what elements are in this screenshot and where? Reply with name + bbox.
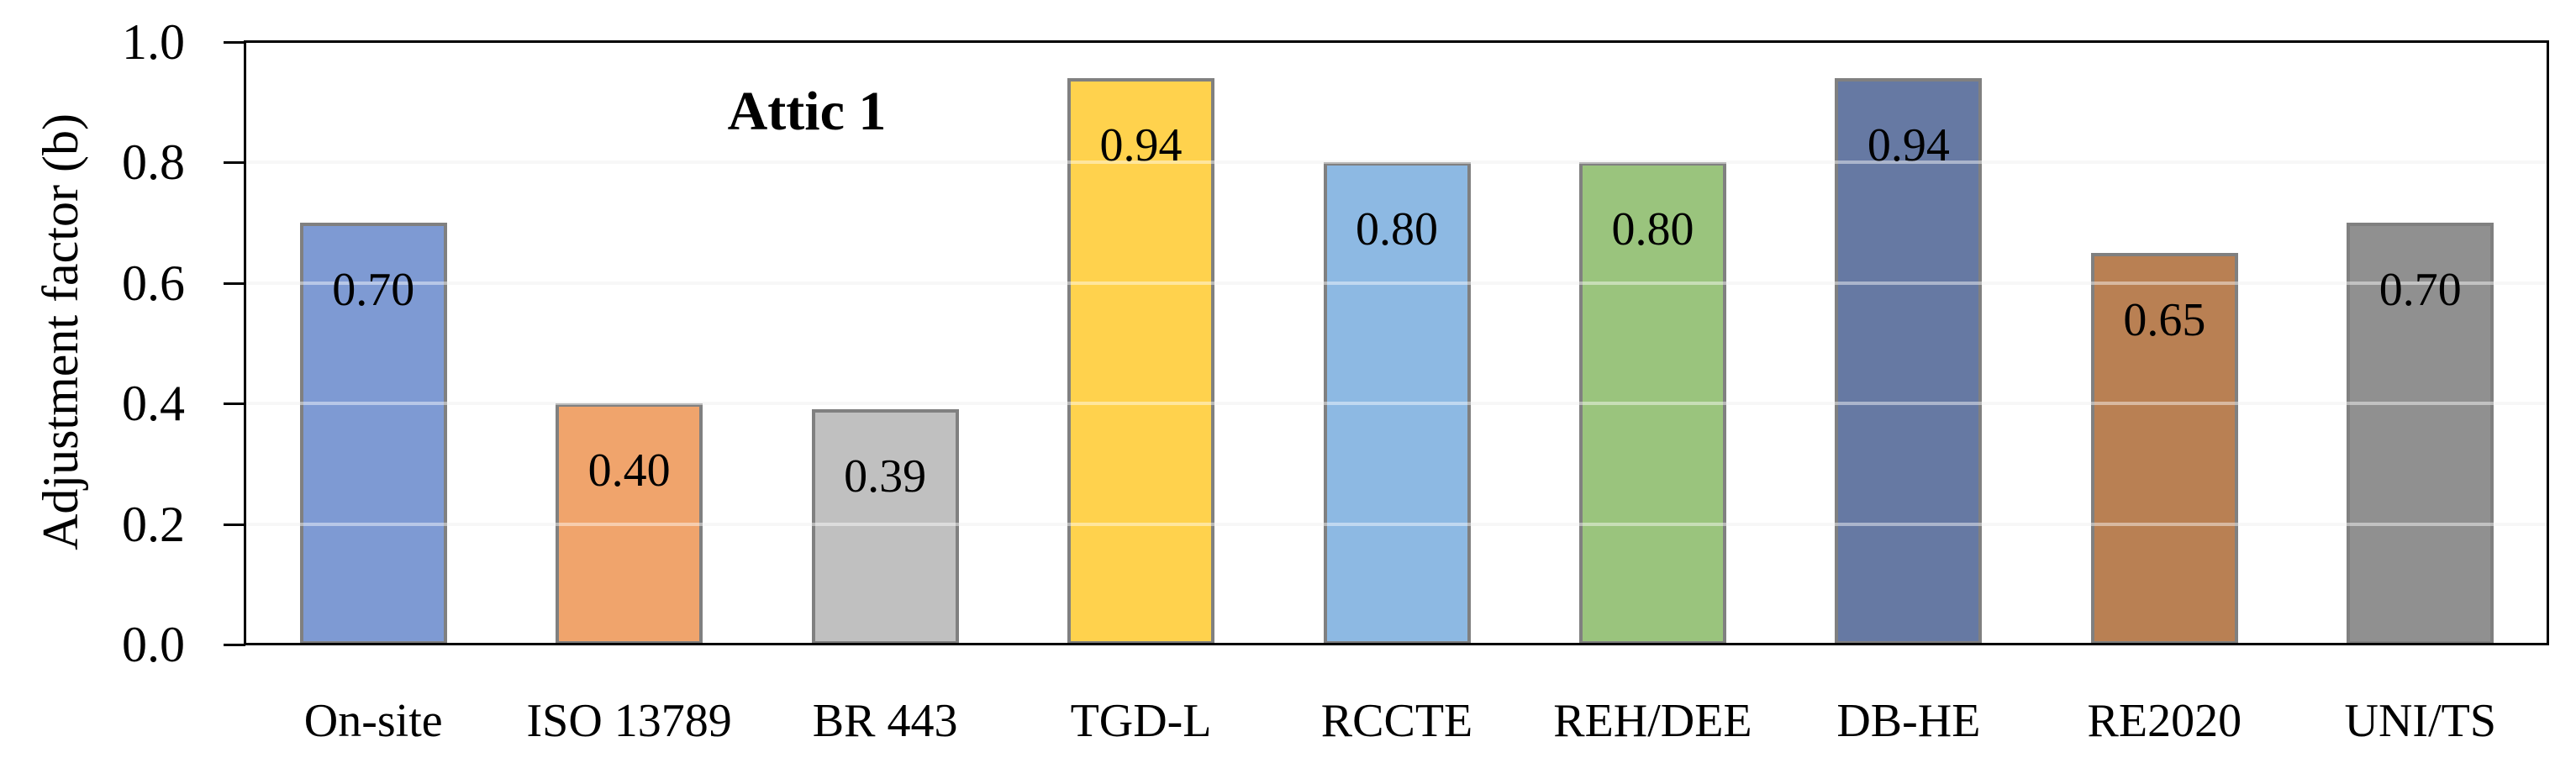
bar-value-label: 0.39: [844, 450, 927, 503]
bar: [1323, 162, 1471, 645]
y-axis-title: Adjustment factor (b): [33, 113, 88, 550]
bar-value-label: 0.94: [1099, 119, 1183, 172]
y-axis-tick: [224, 41, 245, 44]
bar-value-label: 0.80: [1356, 203, 1438, 256]
category-label: UNI/TS: [2344, 695, 2496, 747]
category-label: BR 443: [812, 695, 958, 747]
bar: [2347, 223, 2494, 645]
bar: [1578, 162, 1726, 645]
bar-value-label: 0.70: [2378, 264, 2462, 317]
category-label: REH/DEE: [1553, 695, 1752, 747]
category-label: ISO 13789: [526, 695, 732, 747]
bar: [1835, 78, 1983, 645]
bar: [1067, 78, 1215, 645]
category-label: TGD-L: [1070, 695, 1212, 747]
bar-value-label: 0.65: [2123, 293, 2206, 346]
category-label: RCCTE: [1320, 695, 1473, 747]
gridline-overlay: [245, 402, 2548, 406]
bar-value-label: 0.80: [1611, 203, 1694, 256]
category-label: RE2020: [2087, 695, 2242, 747]
category-label: DB-HE: [1836, 695, 1981, 747]
gridline-overlay: [245, 522, 2548, 526]
chart-annotation: Attic 1: [727, 81, 887, 142]
bar-value-label: 0.70: [332, 264, 415, 317]
y-tick-label: 1.0: [122, 14, 185, 70]
y-tick-label: 0.6: [122, 255, 185, 311]
bar-value-label: 0.40: [587, 445, 671, 497]
y-tick-label: 0.8: [122, 134, 185, 191]
bar-value-label: 0.94: [1867, 119, 1950, 172]
y-axis-tick: [224, 282, 245, 285]
y-axis-tick: [224, 403, 245, 406]
bar: [2090, 252, 2238, 645]
y-axis-tick: [224, 523, 245, 526]
y-axis-tick: [224, 161, 245, 165]
bar: [556, 403, 703, 645]
y-tick-label: 0.4: [122, 376, 185, 432]
category-label: On-site: [303, 695, 443, 747]
bar: [299, 223, 447, 645]
y-axis-tick: [224, 644, 245, 646]
y-tick-label: 0.2: [122, 496, 185, 552]
gridline-overlay: [245, 160, 2548, 165]
y-tick-label: 0.0: [122, 617, 185, 672]
gridline-overlay: [245, 281, 2548, 285]
bar: [811, 409, 959, 645]
